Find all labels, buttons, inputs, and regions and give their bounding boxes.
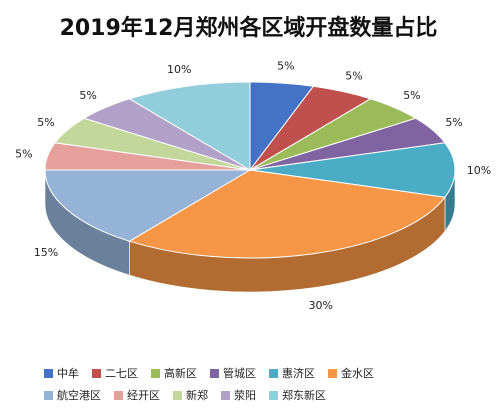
legend-label: 管城区 [223,367,256,380]
pie-data-label: 10% [467,164,491,177]
legend-swatch [92,368,101,378]
legend-label: 郑东新区 [282,389,326,402]
pie-data-label: 5% [403,89,420,102]
legend-row: 航空港区 经开区 新郑 荥阳 郑东新区 [44,384,484,406]
legend-swatch [269,368,278,378]
pie-data-label: 30% [309,299,333,312]
legend-swatch [44,368,53,378]
legend-label: 经开区 [127,389,160,402]
pie-data-label: 5% [79,89,96,102]
pie-data-labels: 5% 5% 5% 5% 10% 30% 15% 5% 5% 5% 10% [15,59,491,312]
legend-item: 郑东新区 [269,387,326,403]
legend-item: 二七区 [92,365,138,381]
legend-swatch [328,368,337,378]
legend-item: 经开区 [114,387,160,403]
pie-slices [44,81,456,259]
legend-label: 新郑 [186,389,208,402]
pie-data-label: 5% [345,70,362,83]
legend-item: 航空港区 [44,387,101,403]
legend-swatch [269,390,278,400]
legend-item: 高新区 [151,365,197,381]
pie-data-label: 5% [37,116,54,129]
pie-slice [128,169,446,259]
legend-row: 中牟 二七区 高新区 管城区 惠济区 金水区 [44,362,484,384]
legend-swatch [114,390,123,400]
legend-swatch [151,368,160,378]
chart-title: 2019年12月郑州各区域开盘数量占比 [59,16,438,41]
pie-data-label: 10% [167,63,191,76]
pie-data-label: 15% [34,246,58,259]
legend-swatch [210,368,219,378]
legend-item: 金水区 [328,365,374,381]
legend-label: 荥阳 [234,389,256,402]
legend-label: 惠济区 [282,367,315,380]
pie-3d-sides [44,169,456,293]
legend-item: 惠济区 [269,365,315,381]
pie-data-label: 5% [15,147,32,160]
legend-swatch [221,390,230,400]
pie-data-label: 5% [445,116,462,129]
pie-slice [44,169,252,242]
legend-label: 金水区 [341,367,374,380]
pie-data-label: 5% [277,59,294,72]
legend-label: 中牟 [57,367,79,380]
pie-slice [128,81,251,171]
legend-label: 航空港区 [57,389,101,402]
legend-label: 二七区 [105,367,138,380]
legend-item: 中牟 [44,365,79,381]
legend-swatch [173,390,182,400]
legend-item: 荥阳 [221,387,256,403]
legend-item: 管城区 [210,365,256,381]
legend: 中牟 二七区 高新区 管城区 惠济区 金水区 航空港区 经开区 新郑 荥阳 郑东新区 [44,362,484,406]
pie-slice [249,142,456,198]
legend-label: 高新区 [164,367,197,380]
legend-swatch [44,390,53,400]
legend-item: 新郑 [173,387,208,403]
